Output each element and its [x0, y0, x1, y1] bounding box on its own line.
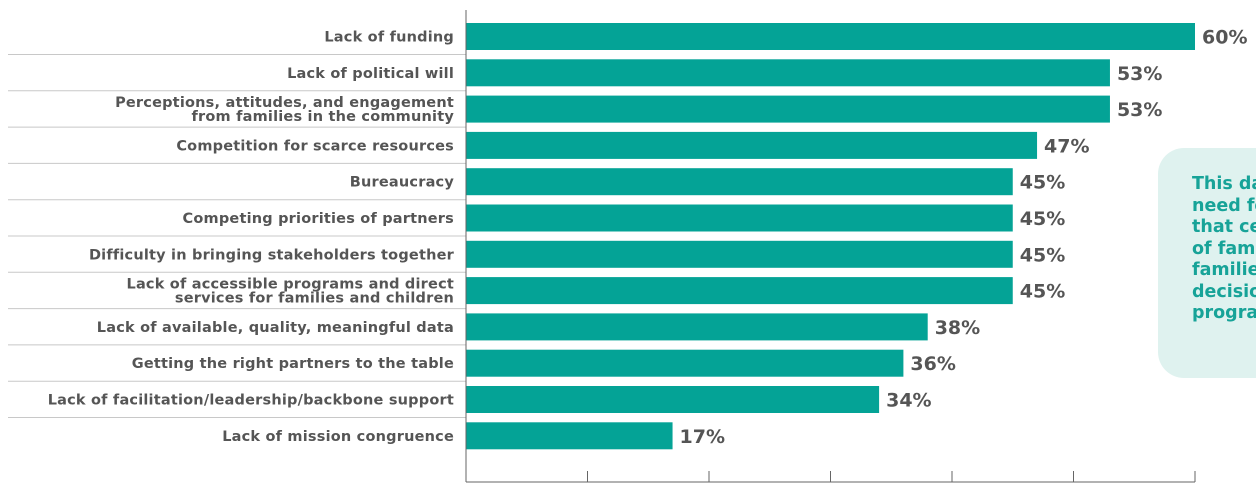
callout-line: need for	[1192, 195, 1256, 216]
x-ticks-group: 0% 10% 20% 30% 40% 50% 60%	[450, 471, 1218, 492]
category-label: Lack of funding	[324, 30, 454, 46]
value-label: 53%	[1117, 99, 1162, 121]
value-label: 45%	[1020, 244, 1065, 266]
bar	[466, 349, 904, 377]
category-label: Getting the right partners to the table	[132, 356, 454, 372]
callout-line: program	[1192, 303, 1256, 323]
value-labels-group: 60% 53% 53% 47% 45% 45% 45% 45% 38% 36% 34% 17%	[680, 27, 1248, 448]
value-label: 53%	[1117, 63, 1162, 85]
category-label: Lack of facilitation/leadership/backbone…	[48, 393, 454, 409]
x-tick-label: 20%	[686, 489, 731, 492]
value-label: 17%	[680, 426, 725, 448]
value-label: 38%	[935, 317, 980, 339]
category-label: Perceptions, attitudes, and engagement fr…	[115, 95, 454, 125]
bar	[466, 168, 1013, 196]
callout-line: families	[1192, 260, 1256, 280]
category-label: Lack of political will	[287, 66, 454, 82]
category-label: Difficulty in bringing stakeholders toge…	[89, 247, 455, 263]
x-tick-label: 40%	[929, 489, 974, 492]
category-label: Lack of accessible programs and direct se…	[127, 277, 455, 307]
bar	[466, 204, 1013, 232]
callout-line: decision	[1192, 281, 1256, 302]
value-label: 45%	[1020, 172, 1065, 194]
x-tick-label: 50%	[1051, 489, 1096, 492]
category-labels-group: Lack of funding Lack of political will Per…	[48, 30, 455, 445]
bar	[466, 277, 1013, 305]
value-label: 60%	[1202, 27, 1247, 49]
category-separators	[8, 54, 466, 418]
bars-group	[466, 23, 1195, 450]
bar	[466, 313, 928, 341]
bar	[466, 386, 880, 413]
bar	[466, 131, 1038, 159]
category-label: Competing priorities of partners	[183, 211, 454, 227]
x-tick-label: 10%	[565, 489, 610, 492]
category-label: Lack of mission congruence	[222, 429, 454, 445]
callout-line: of famili	[1192, 238, 1256, 259]
x-tick-label: 0%	[450, 489, 482, 492]
value-label: 45%	[1020, 281, 1065, 303]
value-label: 34%	[886, 390, 931, 412]
callout-line: that cen	[1192, 217, 1256, 237]
value-label: 36%	[910, 353, 955, 375]
x-tick-label: 30%	[808, 489, 853, 492]
bar	[466, 240, 1013, 268]
category-label: Bureaucracy	[350, 175, 455, 191]
bar	[466, 95, 1110, 123]
bar	[466, 23, 1195, 50]
x-tick-label: 60%	[1172, 489, 1217, 492]
category-label: Lack of available, quality, meaningful d…	[97, 320, 454, 336]
callout-line: This data	[1192, 174, 1256, 194]
bar	[466, 422, 673, 450]
value-label: 47%	[1044, 135, 1089, 157]
callout-box: This data need for that cen of famili fa…	[1158, 148, 1256, 378]
category-label: Competition for scarce resources	[176, 138, 454, 154]
bar	[466, 59, 1110, 87]
value-label: 45%	[1020, 208, 1065, 230]
